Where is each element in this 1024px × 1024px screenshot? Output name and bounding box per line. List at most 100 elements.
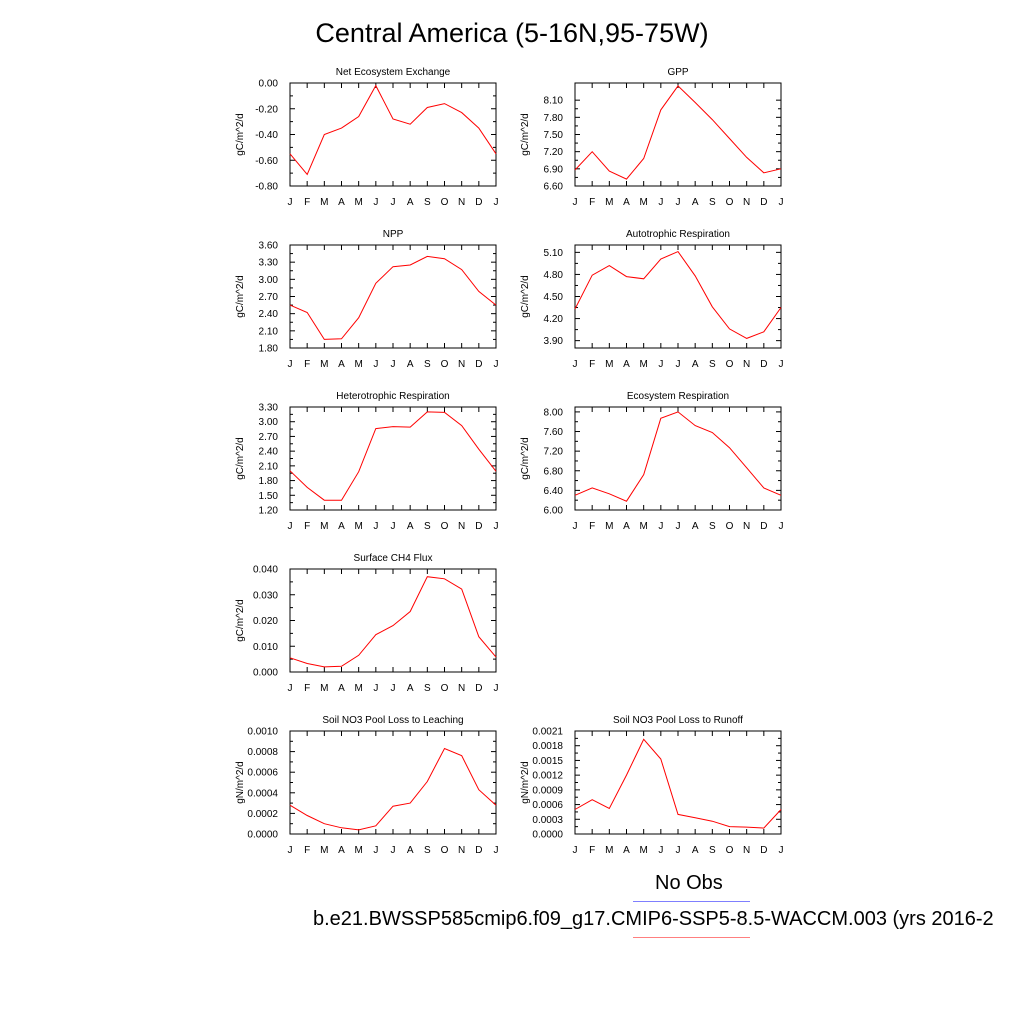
y-tick-label: 0.040 [253,565,278,576]
y-tick-label: 0.0000 [247,830,278,841]
y-axis-label: gC/m^2/d [520,275,531,318]
x-tick-label: M [605,359,613,370]
x-tick-label: O [726,845,734,856]
y-tick-label: 2.10 [259,326,279,337]
legend-model-line [633,937,750,938]
panel-title: GPP [667,67,688,78]
x-tick-label: A [407,845,414,856]
x-tick-label: J [573,845,578,856]
x-tick-label: J [676,521,681,532]
y-tick-label: 0.00 [259,79,279,90]
legend-obs-line [633,901,750,902]
x-tick-label: J [573,521,578,532]
x-tick-label: J [373,359,378,370]
x-tick-label: A [338,845,345,856]
x-tick-label: A [407,683,414,694]
x-tick-label: F [589,521,595,532]
x-tick-label: M [605,521,613,532]
y-tick-label: 0.0003 [532,815,563,826]
x-tick-label: S [424,521,431,532]
x-tick-label: J [676,845,681,856]
y-tick-label: -0.60 [255,156,278,167]
plot-frame [574,244,782,349]
y-tick-label: 2.40 [259,309,279,320]
x-tick-label: O [726,359,734,370]
x-tick-label: J [658,521,663,532]
x-tick-label: F [304,197,310,208]
x-tick-label: M [354,197,362,208]
x-tick-label: A [338,683,345,694]
x-tick-label: M [639,521,647,532]
x-tick-label: N [458,359,465,370]
y-tick-label: 3.00 [259,417,279,428]
series-line [574,250,782,339]
y-tick-label: 4.80 [544,270,564,281]
x-tick-label: N [458,683,465,694]
y-axis-label: gC/m^2/d [235,275,246,318]
x-tick-label: M [605,845,613,856]
panel-title: Soil NO3 Pool Loss to Runoff [613,715,743,726]
x-tick-label: A [623,521,630,532]
panel-title: Heterotrophic Respiration [336,391,449,402]
y-tick-label: 0.0008 [247,747,278,758]
x-tick-label: M [639,197,647,208]
y-tick-label: 3.30 [259,258,279,269]
x-tick-label: M [320,683,328,694]
x-tick-label: J [373,683,378,694]
panel-title: Surface CH4 Flux [354,553,433,564]
y-tick-label: 6.90 [544,164,564,175]
y-tick-label: 0.000 [253,668,278,679]
x-tick-label: F [589,845,595,856]
y-tick-label: 3.60 [259,241,279,252]
y-axis-label: gN/m^2/d [235,761,246,804]
y-tick-label: 4.50 [544,292,564,303]
y-tick-label: 0.0000 [532,830,563,841]
x-tick-label: A [407,197,414,208]
x-tick-label: M [320,359,328,370]
x-tick-label: S [709,521,716,532]
y-tick-label: 5.10 [544,248,564,259]
y-tick-label: 2.10 [259,461,279,472]
x-tick-label: N [743,359,750,370]
x-tick-label: J [391,359,396,370]
series-line [574,85,782,180]
y-tick-label: 4.20 [544,314,564,325]
x-tick-label: D [475,359,482,370]
x-tick-label: J [494,359,499,370]
y-tick-label: 8.00 [544,407,564,418]
x-tick-label: A [692,845,699,856]
y-axis-label: gC/m^2/d [520,113,531,156]
x-tick-label: S [424,359,431,370]
y-tick-label: -0.20 [255,104,278,115]
x-tick-label: A [692,197,699,208]
y-tick-label: 7.20 [544,447,564,458]
x-tick-label: A [623,845,630,856]
y-tick-label: 0.0021 [532,727,563,738]
y-tick-label: 0.0002 [247,809,278,820]
x-tick-label: S [709,845,716,856]
x-tick-label: J [373,521,378,532]
x-tick-label: F [304,683,310,694]
x-tick-label: J [779,197,784,208]
x-tick-label: J [391,521,396,532]
y-tick-label: 0.0010 [247,727,278,738]
x-tick-label: J [391,683,396,694]
x-tick-label: J [494,683,499,694]
x-tick-label: A [338,197,345,208]
y-tick-label: 0.0012 [532,771,563,782]
x-tick-label: N [458,845,465,856]
plot-frame [289,82,497,187]
x-tick-label: O [726,197,734,208]
x-tick-label: S [424,683,431,694]
panel-title: Net Ecosystem Exchange [336,67,451,78]
x-tick-label: M [354,683,362,694]
y-tick-label: 3.30 [259,403,279,414]
x-tick-label: A [407,521,414,532]
x-tick-label: D [475,197,482,208]
x-tick-label: J [373,197,378,208]
